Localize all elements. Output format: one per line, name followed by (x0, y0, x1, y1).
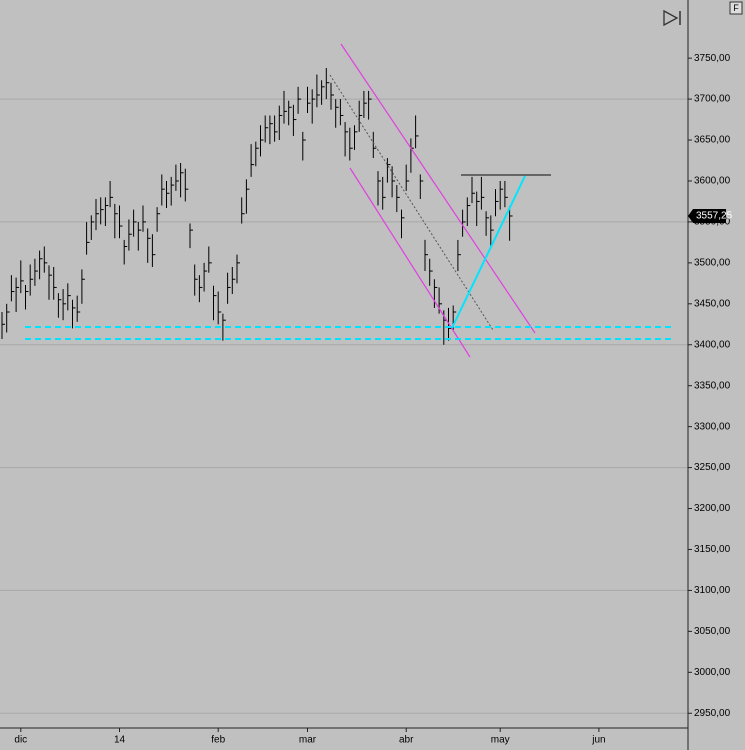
y-tick-label: 2950,00 (694, 708, 731, 719)
button[interactable] (729, 1, 743, 15)
y-tick-label: 3150,00 (694, 544, 731, 555)
trend-line (451, 175, 526, 329)
y-tick-label: 3350,00 (694, 380, 731, 391)
x-tick-label: jun (591, 735, 605, 746)
x-tick-label: mar (299, 735, 317, 746)
y-tick-label: 3000,00 (694, 667, 731, 678)
x-tick-label: feb (211, 735, 225, 746)
y-tick-label: 3500,00 (694, 258, 731, 269)
y-tick-label: 3650,00 (694, 135, 731, 146)
x-tick-label: abr (399, 735, 414, 746)
y-tick-label: 3750,00 (694, 53, 731, 64)
y-tick-label: 3450,00 (694, 298, 731, 309)
drawings (25, 43, 672, 358)
play-icon[interactable] (663, 9, 679, 27)
y-tick-label: 3700,00 (694, 94, 731, 105)
y-tick-label: 3300,00 (694, 421, 731, 432)
y-tick-label: 3050,00 (694, 626, 731, 637)
y-tick-label: 3100,00 (694, 585, 731, 596)
last-price-box (688, 208, 726, 223)
x-tick-label: may (491, 735, 510, 746)
x-tick-label: dic (14, 735, 27, 746)
y-tick-label: 3600,00 (694, 176, 731, 187)
y-tick-label: 3200,00 (694, 503, 731, 514)
nav-icon[interactable] (663, 9, 681, 27)
channel-line (349, 167, 471, 358)
y-tick-label: 3400,00 (694, 339, 731, 350)
button-label[interactable]: F (733, 3, 739, 13)
x-tick-label: 14 (114, 735, 126, 746)
bars (1, 67, 513, 345)
mid-line (329, 74, 494, 331)
channel-line (340, 43, 536, 334)
last-price-label: 3557,25 (696, 211, 733, 222)
y-tick-label: 3250,00 (694, 462, 731, 473)
